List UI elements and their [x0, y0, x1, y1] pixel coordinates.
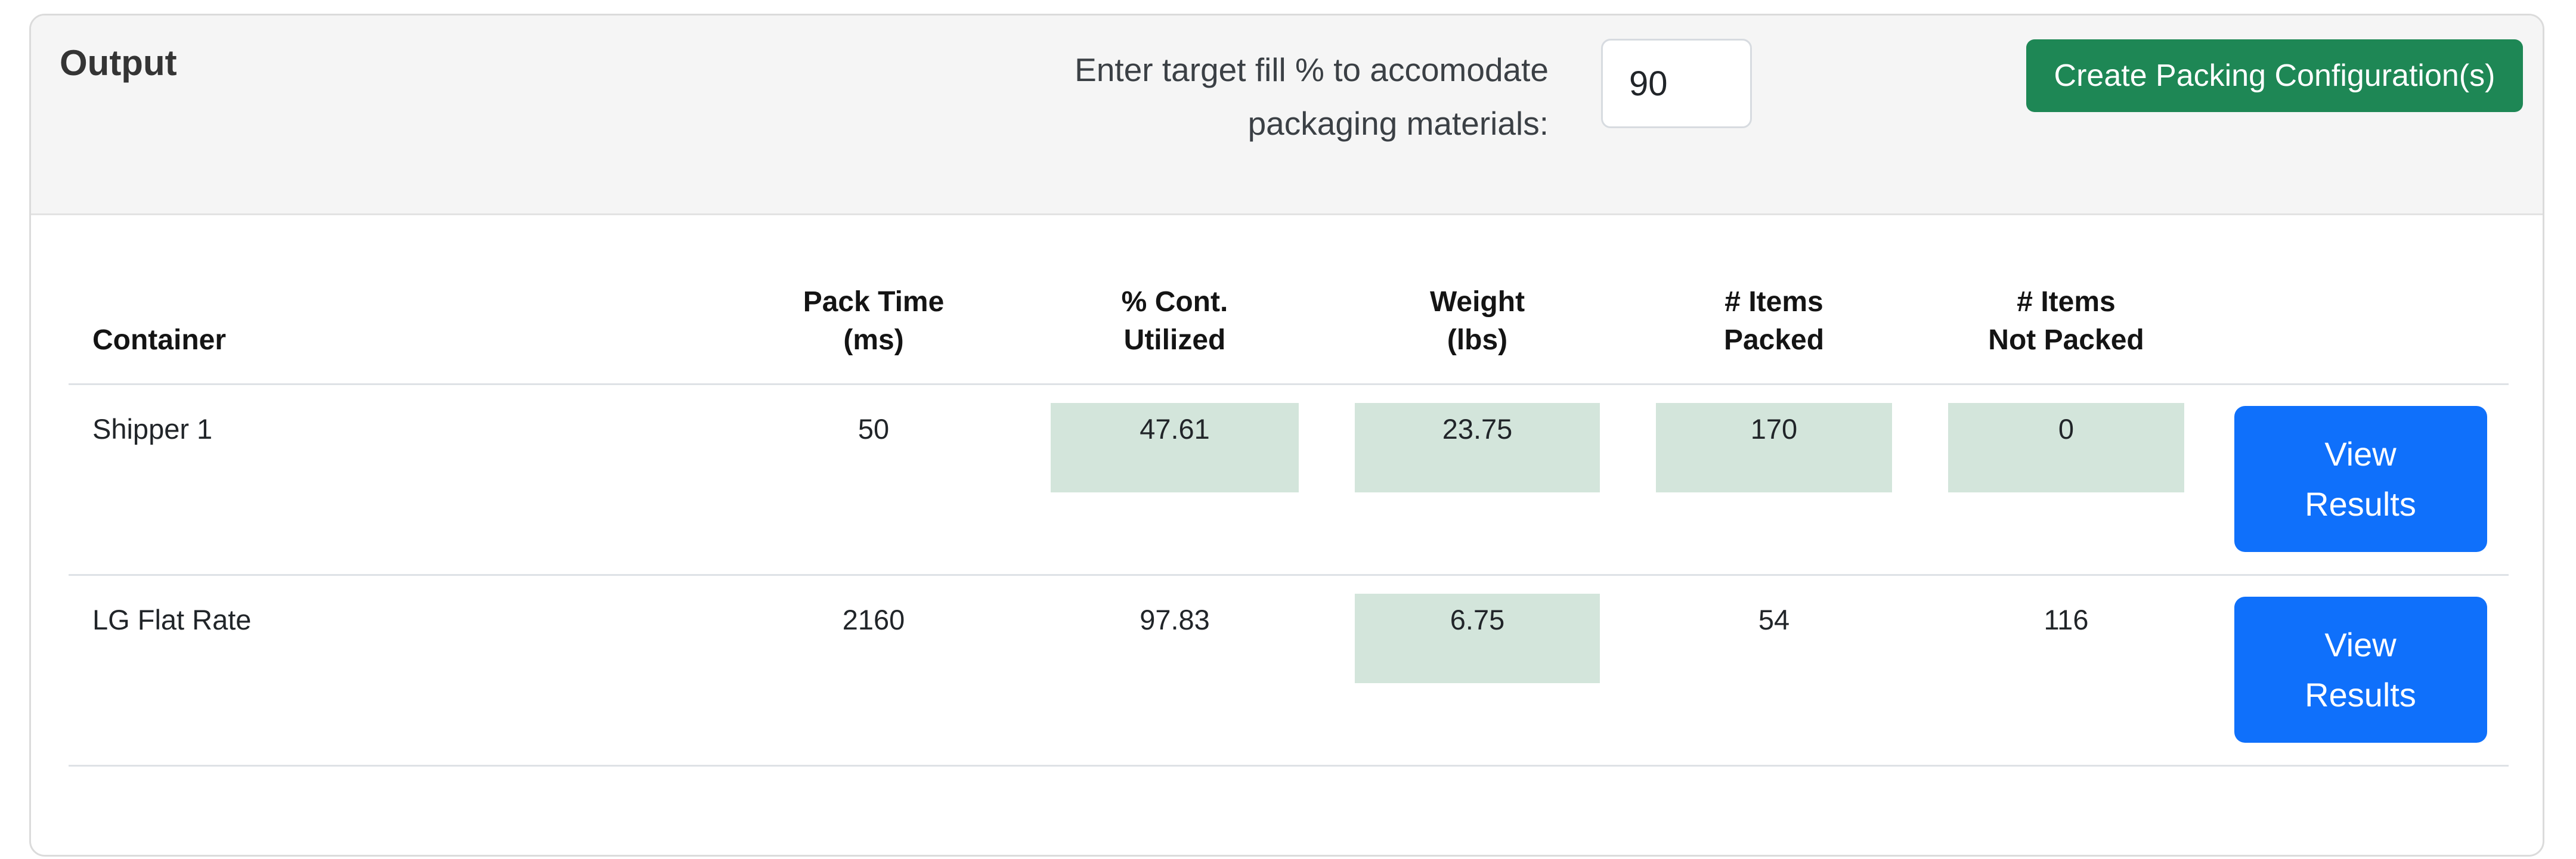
results-table: Container Pack Time (ms) % Cont. Utilize…	[69, 246, 2509, 767]
column-header-container: Container	[69, 246, 724, 385]
column-header-items-not-packed: # Items Not Packed	[1920, 246, 2212, 385]
column-header-items-packed: # Items Packed	[1628, 246, 1920, 385]
items-packed-cell: 54	[1628, 575, 1920, 767]
items-not-packed-cell: 116	[1920, 575, 2212, 767]
pack-time-cell: 2160	[724, 575, 1023, 767]
fill-target-label: Enter target fill % to accomodate packag…	[1075, 43, 1549, 150]
page-title: Output	[60, 43, 177, 83]
column-header-pack-time: Pack Time (ms)	[724, 246, 1023, 385]
actions-cell: View Results	[2212, 575, 2509, 767]
table-row: Shipper 1 50 47.61 23.75 170 0	[69, 384, 2509, 576]
view-results-button[interactable]: View Results	[2234, 406, 2487, 552]
column-header-weight: Weight (lbs)	[1327, 246, 1628, 385]
items-not-packed-cell: 0	[1920, 384, 2212, 576]
container-cell: Shipper 1	[69, 384, 724, 576]
actions-cell: View Results	[2212, 384, 2509, 576]
fill-target-label-line2: packaging materials:	[1247, 105, 1549, 142]
pack-time-cell: 50	[724, 384, 1023, 576]
output-card: Output Enter target fill % to accomodate…	[29, 14, 2544, 857]
weight-cell: 6.75	[1327, 575, 1628, 767]
fill-target-label-line1: Enter target fill % to accomodate	[1075, 51, 1549, 88]
table-row: LG Flat Rate 2160 97.83 6.75 54	[69, 575, 2509, 767]
create-packing-configurations-button[interactable]: Create Packing Configuration(s)	[2026, 39, 2523, 112]
pct-cont-utilized-cell: 47.61	[1023, 384, 1327, 576]
container-cell: LG Flat Rate	[69, 575, 724, 767]
view-results-button[interactable]: View Results	[2234, 597, 2487, 743]
column-header-pct-cont-utilized: % Cont. Utilized	[1023, 246, 1327, 385]
output-card-header: Output Enter target fill % to accomodate…	[31, 15, 2543, 215]
weight-cell: 23.75	[1327, 384, 1628, 576]
pct-cont-utilized-cell: 97.83	[1023, 575, 1327, 767]
table-header-row: Container Pack Time (ms) % Cont. Utilize…	[69, 246, 2509, 385]
fill-percent-input[interactable]	[1601, 39, 1752, 128]
items-packed-cell: 170	[1628, 384, 1920, 576]
column-header-actions	[2212, 246, 2509, 385]
